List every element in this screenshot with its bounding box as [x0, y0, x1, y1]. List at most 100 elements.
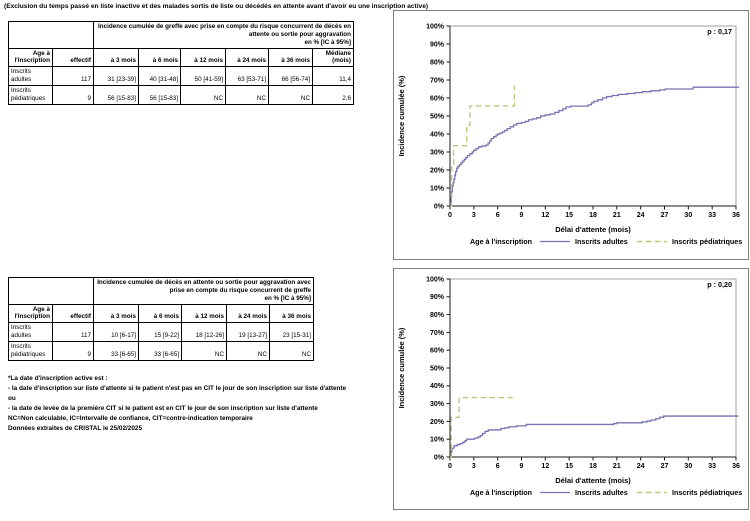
y-tick-label: 0%: [434, 454, 445, 461]
table-cell: 63 [53-71]: [225, 66, 269, 87]
x-tick-label: 21: [613, 212, 621, 219]
col-header: à 6 mois: [138, 47, 181, 68]
legend-pediatric-label: Inscrits pédiatriques: [672, 488, 742, 497]
table-cell: 33 [6-65]: [93, 341, 139, 361]
table-cell: NC: [181, 341, 227, 361]
x-tick-label: 18: [589, 463, 597, 470]
table-cell: 66 [56-74]: [268, 66, 313, 87]
series-pediatric-line: [450, 396, 513, 458]
y-tick-label: 100%: [426, 23, 445, 30]
y-tick-label: 80%: [430, 59, 445, 66]
row-label: Inscrits adultes: [8, 322, 53, 343]
table-cell: NC: [225, 85, 269, 105]
y-tick-label: 20%: [430, 167, 445, 174]
chart-svg: 0%10%20%30%40%50%60%70%80%90%100%0 3 6 9 12 1…: [397, 276, 742, 497]
table-row: Incidence cumulée de greffe avec prise e…: [8, 21, 354, 49]
table-cell: 2,6: [312, 85, 354, 105]
table-row: Inscrits pédiatriques 9 56 [15-83] 56 [1…: [8, 85, 354, 105]
table-cell: 23 [15-31]: [269, 322, 314, 343]
y-tick-label: 40%: [430, 383, 445, 390]
col-header: à 6 mois: [138, 303, 182, 324]
x-tick-label: 9: [520, 212, 524, 219]
table-cell: 117: [52, 66, 94, 87]
y-axis-label: Incidence cumulée (%): [397, 327, 406, 408]
table-cell: 117: [52, 322, 94, 343]
table-cell: NC: [180, 85, 226, 105]
y-tick-label: 30%: [430, 149, 445, 156]
x-tick-label: 33: [708, 463, 716, 470]
x-tick-label: 24: [637, 463, 645, 470]
col-header: à 12 mois: [181, 303, 227, 324]
table-cell: 9: [52, 85, 94, 105]
x-tick-label: 21: [613, 463, 621, 470]
x-tick-label: 27: [661, 463, 669, 470]
y-tick-label: 90%: [430, 41, 445, 48]
table-header-row: Age à l'inscription effectif à 3 mois à …: [8, 303, 314, 324]
series-adult-line: [450, 86, 740, 207]
table-row: Incidence cumulée de décès en attente ou…: [8, 277, 314, 305]
y-tick-label: 70%: [430, 330, 445, 337]
x-tick-label: 30: [684, 212, 692, 219]
y-tick-label: 50%: [430, 365, 445, 372]
y-tick-label: 10%: [430, 185, 445, 192]
x-tick-label: 0: [448, 463, 452, 470]
table-row: Inscrits pédiatriques 9 33 [6-65] 33 [6-…: [8, 341, 314, 361]
footnotes: *La date d'inscription active est : - la…: [8, 374, 378, 434]
table-cell: NC: [269, 341, 314, 361]
x-axis-label: Délai d'attente (mois): [555, 225, 631, 234]
table-span-header: Incidence cumulée de décès en attente ou…: [93, 277, 314, 305]
row-label: Inscrits adultes: [8, 66, 53, 87]
legend-title: Age à l'inscription: [470, 237, 532, 246]
col-header: à 12 mois: [180, 47, 226, 68]
y-tick-label: 60%: [430, 348, 445, 355]
col-header: à 24 mois: [226, 303, 270, 324]
table-row: Inscrits adultes 117 10 [6-17] 15 [9-22]…: [8, 322, 314, 343]
x-tick-label: 3: [472, 463, 476, 470]
y-tick-label: 40%: [430, 131, 445, 138]
series-adult-line: [450, 415, 739, 458]
x-tick-label: 24: [637, 212, 645, 219]
row-label: Inscrits pédiatriques: [8, 85, 53, 105]
legend-adult-label: Inscrits adultes: [575, 237, 628, 246]
table-cell: 19 [13-27]: [226, 322, 270, 343]
footnote-line: - la date de levée de la première CIT si…: [8, 405, 318, 412]
x-tick-label: 30: [684, 463, 692, 470]
footnote-line: - la date d'inscription sur liste d'atte…: [8, 385, 347, 392]
chart-greffe: 0% 10% 20% 30% 40% 50% 60% 70% 80% 90% 100% 0 3 6 9 12 1…: [393, 10, 749, 260]
col-header: à 36 mois: [269, 303, 314, 324]
x-tick-label: 36: [732, 463, 740, 470]
x-tick-label: 15: [565, 212, 573, 219]
table-deces: Incidence cumulée de décès en attente ou…: [8, 277, 314, 361]
col-header: effectif: [52, 47, 94, 68]
x-tick-label: 6: [496, 463, 500, 470]
table-cell: 9: [52, 341, 94, 361]
table-cell: 56 [15-83]: [93, 85, 139, 105]
x-axis-label: Délai d'attente (mois): [555, 476, 631, 485]
table-cell: 31 [23-39]: [93, 66, 139, 87]
x-tick-label: 12: [541, 212, 549, 219]
table-cell: 11,4: [312, 66, 354, 87]
table-cell: NC: [268, 85, 313, 105]
col-header: à 3 mois: [93, 47, 139, 68]
chart-svg: 0%10%20%30%40%50%60%70%80%90%100%0 3 6 9 12 1…: [397, 23, 742, 246]
y-axis-label: Incidence cumulée (%): [397, 75, 406, 156]
row-label: Inscrits pédiatriques: [8, 341, 53, 361]
footnote-line: *La date d'inscription active est :: [8, 375, 108, 382]
table-row: Inscrits adultes 117 31 [23-39] 40 [31-4…: [8, 66, 354, 87]
y-tick-label: 50%: [430, 113, 445, 120]
table-cell: 33 [6-65]: [138, 341, 182, 361]
x-tick-label: 36: [732, 212, 740, 219]
col-header: Age à l'inscription: [8, 303, 53, 324]
table-cell: 18 [12-26]: [181, 322, 227, 343]
x-tick-label: 3: [472, 212, 476, 219]
x-tick-label: 15: [565, 463, 573, 470]
p-value-label: p : 0,17: [707, 27, 732, 36]
footnote-line: ou: [8, 395, 16, 402]
x-tick-label: 33: [708, 212, 716, 219]
series-pediatric-line: [450, 85, 516, 207]
x-tick-label: 9: [520, 463, 524, 470]
table-header-row: Age à l'inscription effectif à 3 mois à …: [8, 47, 354, 68]
y-tick-label: 90%: [430, 294, 445, 301]
table-greffe: Incidence cumulée de greffe avec prise e…: [8, 21, 354, 105]
x-tick-label: 0: [448, 212, 452, 219]
